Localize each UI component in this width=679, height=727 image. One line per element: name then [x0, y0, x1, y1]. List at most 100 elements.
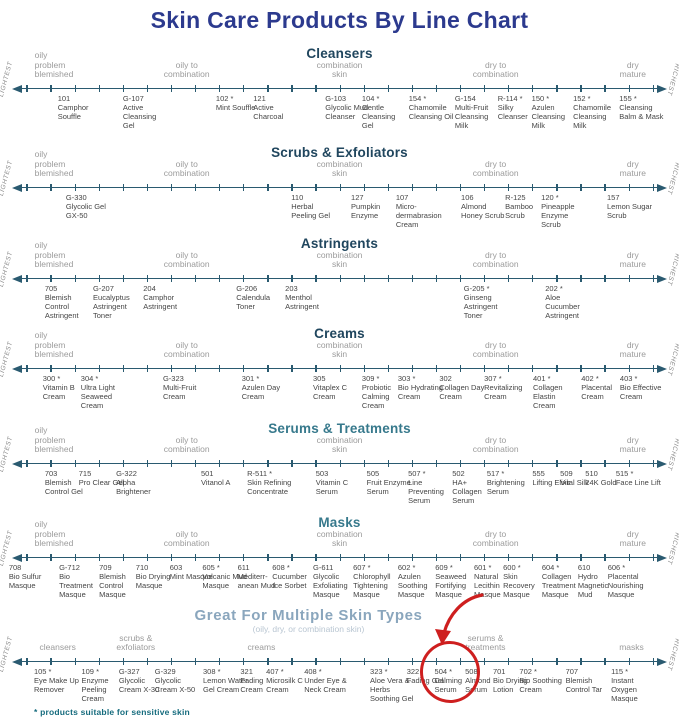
- section-cleansers: Cleansers oily problem blemished oily to c…: [0, 46, 679, 145]
- product-code: 155 *: [619, 94, 637, 103]
- axis-tick: [291, 553, 293, 562]
- product-code: 304 *: [80, 374, 99, 383]
- product-code: 303 *: [397, 374, 416, 383]
- axis-tick: [484, 84, 486, 93]
- product-code: 407 *: [266, 667, 284, 676]
- product-name: Chamomile Cleansing Oil: [408, 102, 454, 121]
- axis-tick: [484, 553, 486, 562]
- product-name: Natural Lecithin Masque: [473, 571, 501, 599]
- product-name: Volcanic Mud Masque: [202, 571, 247, 590]
- skin-type-label: creams: [247, 642, 276, 653]
- product-code: 203: [285, 284, 298, 293]
- product-name: Glycolic Cream X-30: [118, 675, 160, 694]
- product-code: G-327: [118, 667, 140, 676]
- axis-tick: [194, 459, 197, 468]
- axis-tick: [98, 364, 100, 373]
- axis-tick: [74, 459, 76, 468]
- product-code: G-712: [59, 563, 80, 572]
- product-label: G-205 * Ginseng Astringent Toner: [463, 284, 510, 320]
- axis-tick: [339, 553, 341, 562]
- axis-tick: [435, 274, 438, 283]
- axis-tick: [604, 274, 606, 283]
- axis-tick: [26, 183, 28, 192]
- product-name: Cucumber Ice Sorbet: [272, 571, 307, 590]
- product-code: 402 *: [581, 374, 599, 383]
- product-label: G-327 Glycolic Cream X-30: [118, 667, 165, 695]
- axis-tick: [122, 459, 125, 468]
- axis-tick: [532, 657, 534, 666]
- product-name: Under Eye & Neck Cream: [304, 675, 347, 694]
- product-label: 127 Pumpkin Enzyme: [351, 193, 397, 221]
- axis-tick: [652, 553, 654, 562]
- product-name: Vitaplex C Cream: [313, 382, 348, 401]
- product-name: Chlorophyll Tightening Masque: [353, 571, 391, 599]
- product-label: 611 Mediterr-anean Mud: [238, 563, 284, 591]
- axis-tick: [532, 364, 534, 373]
- skin-type-category-band: oily problem blemished oily to combinatio…: [0, 326, 679, 360]
- axis-arrow-left-icon: [12, 553, 22, 562]
- axis-tick: [74, 657, 76, 666]
- axis-tick: [315, 553, 317, 562]
- product-name: Blemish Control Masque: [99, 571, 126, 599]
- product-label: 105 * Eye Make Up Remover: [34, 667, 80, 695]
- sensitive-skin-footnote: * products suitable for sensitive skin: [34, 707, 190, 717]
- axis-arrow-right-icon: [657, 183, 667, 192]
- axis-tick: [170, 84, 173, 93]
- product-label: 106 Almond Honey Scrub: [461, 193, 507, 221]
- axis-tick: [435, 364, 438, 373]
- axis-arrow-right-icon: [657, 657, 667, 666]
- product-label: 610 Hydro Magnetic Mud: [578, 563, 624, 599]
- product-label: 508 Almond Serum: [465, 667, 511, 695]
- product-code: 401 *: [533, 374, 551, 383]
- section-title-creams: Creams: [314, 326, 365, 341]
- axis-tick: [98, 553, 100, 562]
- product-name: Ultra Light Seaweed Cream: [80, 382, 115, 410]
- section-title-multiple-skin-types: Great For Multiple Skin Types: [194, 607, 423, 624]
- axis-tick: [652, 183, 654, 192]
- axis-tick: [532, 183, 534, 192]
- axis-tick: [170, 364, 173, 373]
- product-label: 107 Micro-dermabrasion Cream: [396, 193, 442, 229]
- product-code: 301 *: [241, 374, 260, 383]
- product-code: 508: [465, 667, 478, 676]
- product-label: 202 * Aloe Cucumber Astringent: [545, 284, 591, 320]
- product-name: Bamboo Scrub: [505, 201, 534, 220]
- product-label: 510 24K Gold: [585, 469, 631, 488]
- axis-arrow-left-icon: [12, 364, 22, 373]
- product-label: R-114 * Silky Cleanser: [498, 94, 544, 122]
- axis-tick: [194, 274, 197, 283]
- product-name: Herbal Peeling Gel: [291, 201, 331, 220]
- product-label: 708 Bio Sulfur Masque: [9, 563, 55, 591]
- richness-axis: [12, 459, 667, 468]
- axis-tick: [411, 183, 414, 192]
- skin-type-label: combination skin: [316, 339, 363, 360]
- product-name: Pineapple Enzyme Scrub: [541, 201, 575, 229]
- axis-tick: [556, 84, 558, 93]
- product-code: 517 *: [486, 469, 505, 478]
- product-name: Glycolic Gel GX-50: [65, 201, 106, 220]
- section-title-cleansers: Cleansers: [306, 46, 373, 61]
- product-name: Blemish Control Tar: [565, 675, 603, 694]
- axis-tick: [315, 183, 317, 192]
- axis-tick: [532, 553, 534, 562]
- product-name: Collagen Day Cream: [439, 382, 485, 401]
- axis-tick: [363, 84, 365, 93]
- product-code: 710: [135, 563, 149, 572]
- product-label: 703 Blemish Control Gel: [45, 469, 91, 497]
- product-label: 403 * Bio Effective Cream: [620, 374, 666, 402]
- product-name: Ginseng Astringent Toner: [463, 292, 498, 320]
- skin-type-label: oily to combination: [163, 339, 210, 360]
- skin-type-label: dry to combination: [472, 158, 519, 179]
- axis-tick: [508, 657, 510, 666]
- product-label: 402 * Placental Cream: [581, 374, 627, 402]
- product-name: Almond Honey Scrub: [461, 201, 505, 220]
- product-label: 609 * Seaweed Fortifying Masque: [435, 563, 481, 599]
- product-label: 504 * Calming Serum: [434, 667, 481, 695]
- product-code: 307 *: [484, 374, 502, 383]
- axis-tick: [50, 657, 52, 666]
- axis-tick: [508, 274, 510, 283]
- axis-arrow-right-icon: [657, 84, 667, 93]
- product-code: 504 *: [434, 667, 453, 676]
- axis-tick: [604, 183, 606, 192]
- product-code: G-107: [122, 94, 144, 103]
